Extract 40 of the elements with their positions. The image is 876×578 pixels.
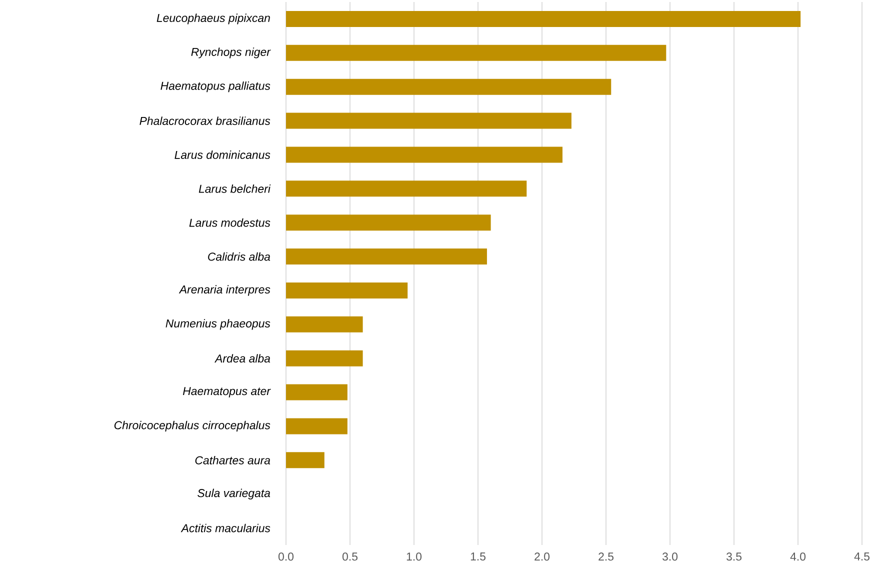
x-tick-label: 3.5 [726, 552, 742, 561]
bar [286, 350, 363, 366]
x-tick-label: 3.0 [662, 552, 678, 561]
bar [286, 146, 562, 163]
bar [286, 214, 491, 231]
y-tick-label: Phalacrocorax brasilianus [140, 116, 270, 125]
x-tick-label: 0.0 [278, 552, 294, 561]
x-tick-label: 4.5 [854, 552, 870, 561]
x-tick-label: 1.5 [470, 552, 486, 561]
y-tick-label: Calidris alba [208, 252, 270, 261]
bar [286, 180, 527, 197]
y-tick-label: Larus dominicanus [174, 150, 270, 159]
y-tick-label: Leucophaeus pipixcan [156, 14, 270, 24]
bar [286, 418, 348, 434]
x-tick-label: 2.0 [534, 552, 550, 561]
y-tick-label: Actitis macularius [180, 524, 270, 532]
x-tick-label: 2.5 [598, 552, 614, 561]
y-tick-label: Cathartes aura [195, 456, 270, 464]
bar [286, 384, 348, 400]
bar [286, 78, 612, 95]
y-tick-label: Chroicocephalus cirrocephalus [114, 420, 270, 432]
y-tick-label: Numenius phaeopus [166, 319, 270, 330]
y-tick-label: Haematopus palliatus [160, 82, 270, 92]
bar [286, 248, 487, 265]
y-tick-label: Larus modestus [189, 218, 270, 227]
bar [286, 10, 801, 27]
y-tick-label: Arenaria interpres [178, 285, 270, 296]
x-tick-label: 4.0 [790, 552, 806, 561]
bar [286, 452, 324, 468]
bar [286, 316, 363, 332]
y-tick-label: Rynchops niger [191, 48, 271, 58]
x-tick-label: 0.5 [342, 552, 358, 561]
x-tick-label: 1.0 [406, 552, 422, 561]
y-tick-label: Ardea alba [214, 354, 270, 363]
bar [286, 112, 572, 129]
y-tick-label: Haematopus ater [182, 387, 271, 398]
y-tick-label: Sula variegata [198, 488, 270, 500]
bar [286, 44, 666, 61]
y-tick-label: Larus belcheri [198, 184, 271, 193]
bar [286, 282, 408, 298]
